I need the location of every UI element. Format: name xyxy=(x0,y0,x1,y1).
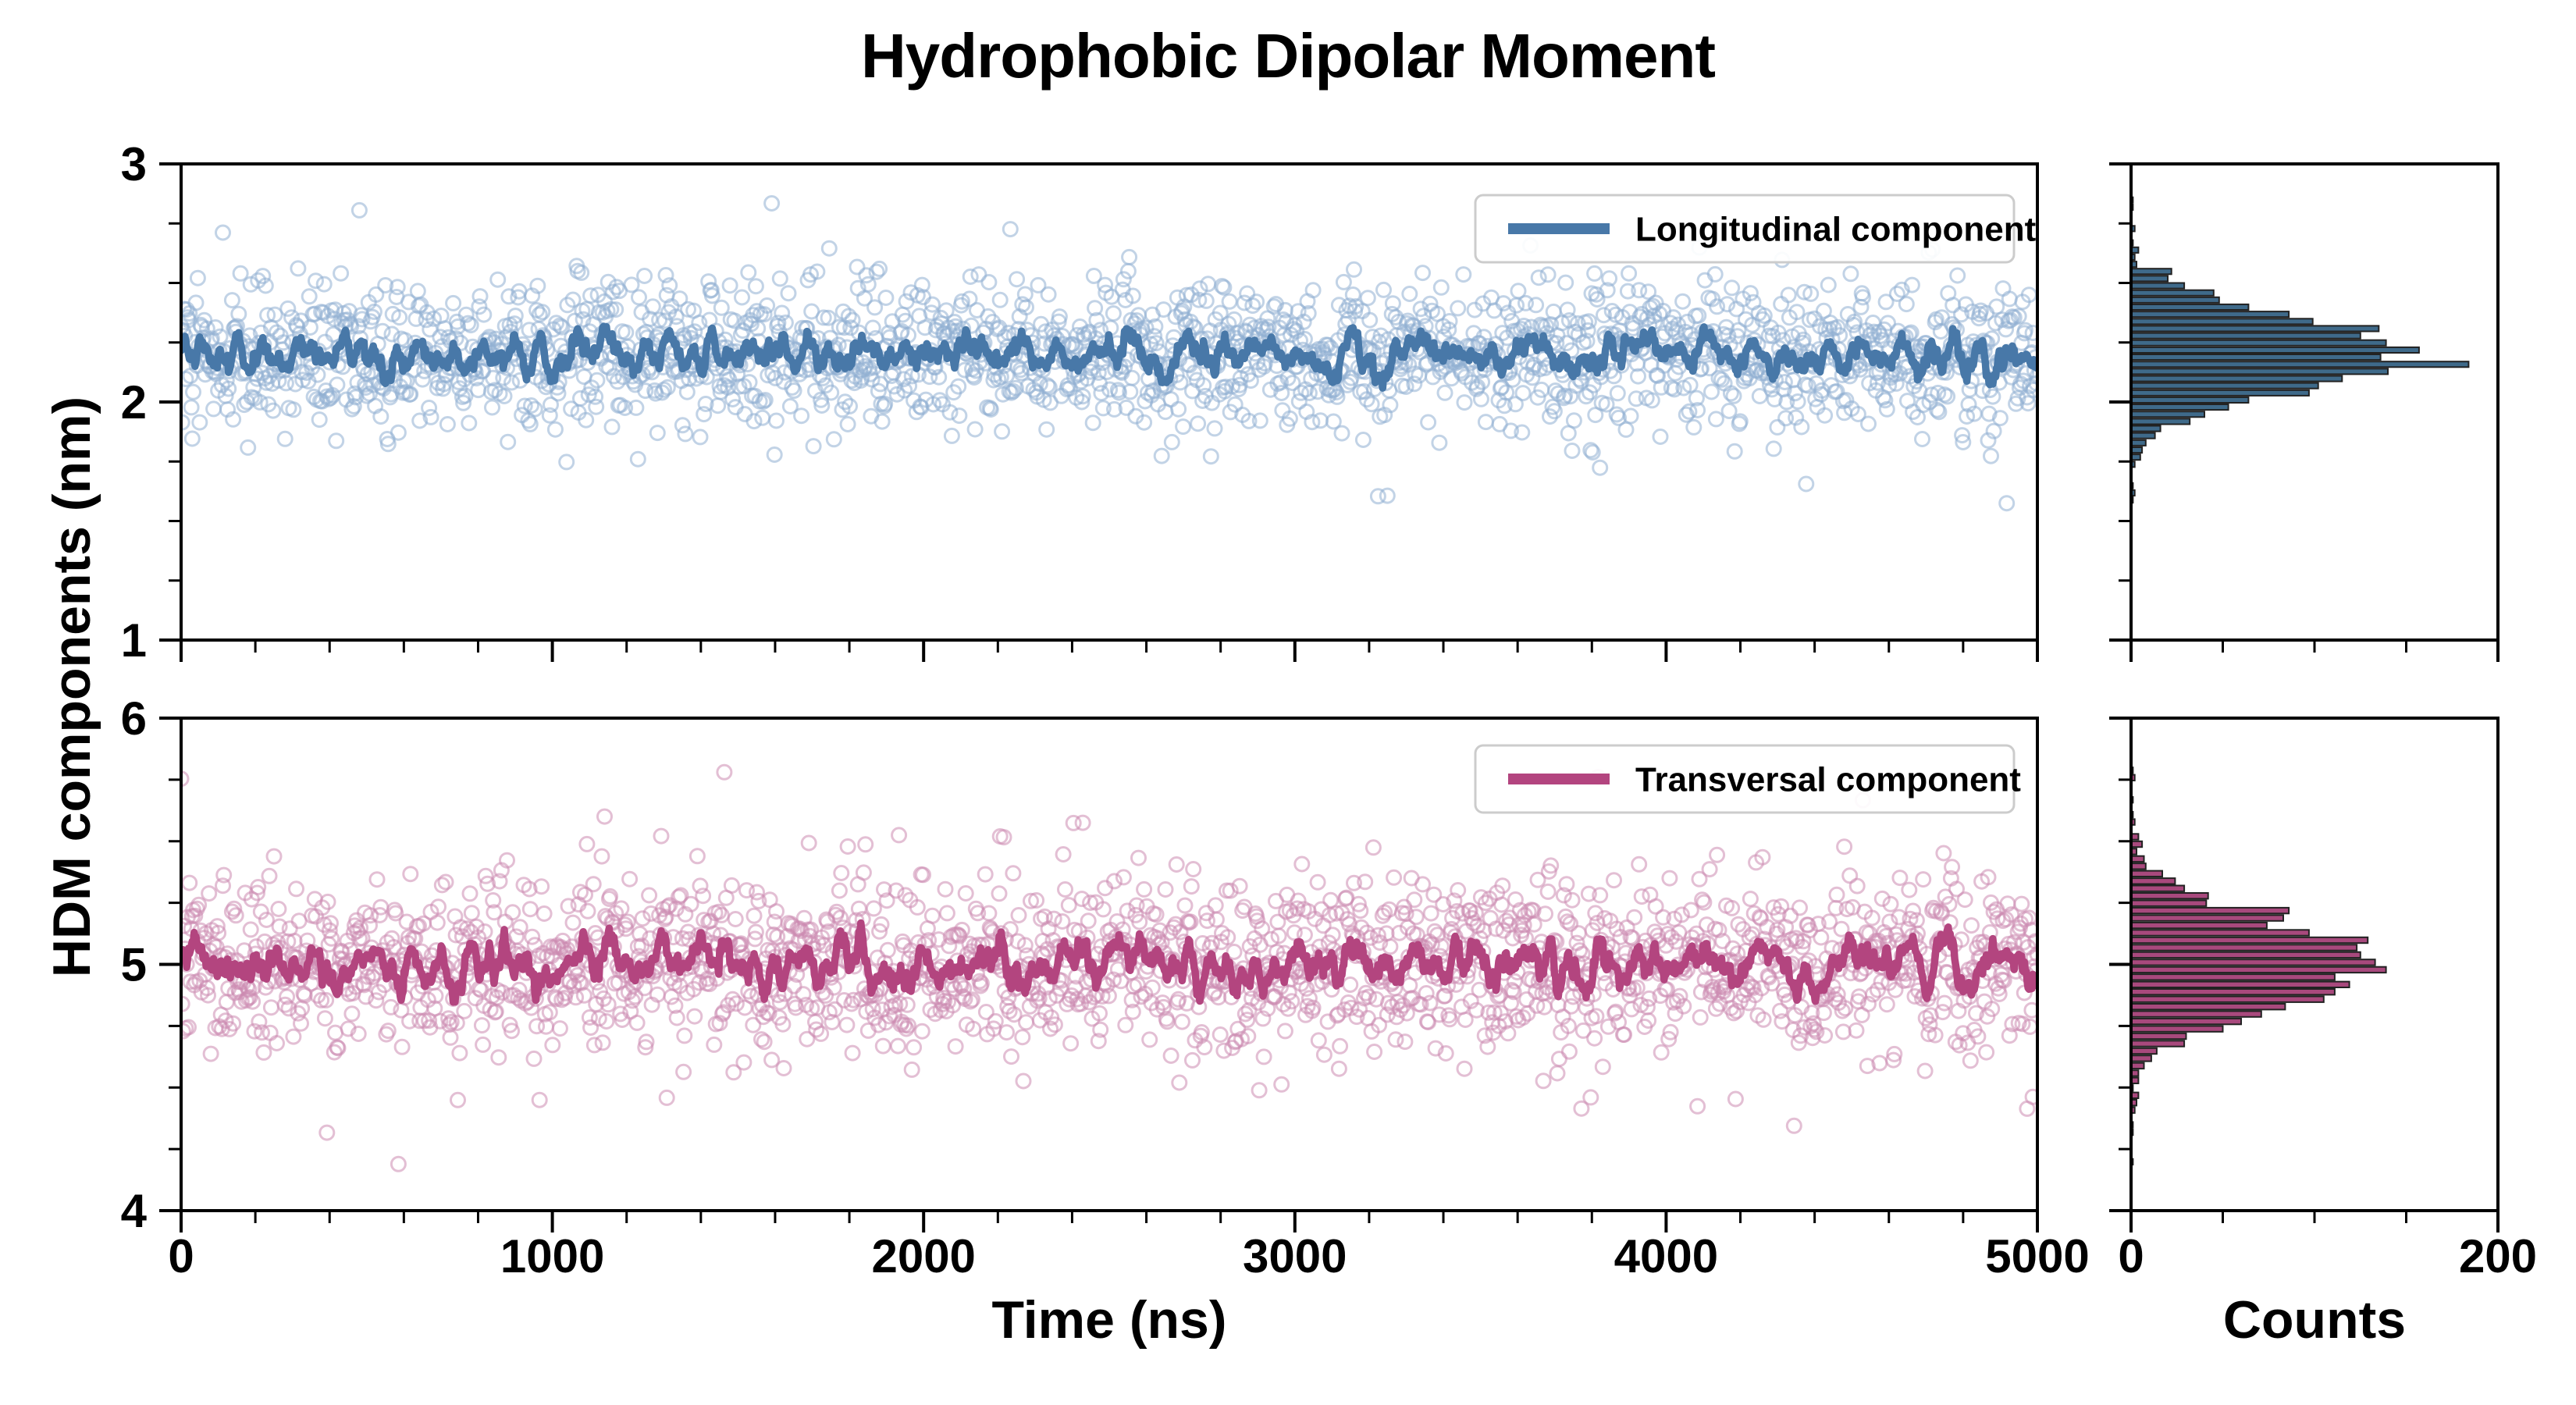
x-tick-label: 1000 xyxy=(500,1230,604,1282)
counts-tick-label: 0 xyxy=(2118,1230,2144,1282)
y-tick-label: 6 xyxy=(121,692,147,745)
longitudinal-histogram xyxy=(2131,196,2470,504)
legend-label: Transversal component xyxy=(1635,760,2021,799)
x-axis-label: Time (ns) xyxy=(991,1290,1227,1350)
legend-transversal: Transversal component xyxy=(1474,744,2021,814)
x-tick-label: 4000 xyxy=(1614,1230,1718,1282)
y-tick-label: 4 xyxy=(121,1185,148,1237)
transversal-scatter xyxy=(181,763,2037,1172)
transversal-histogram xyxy=(2131,767,2387,1166)
legend-label: Longitudinal component xyxy=(1635,210,2037,248)
counts-axis-label: Counts xyxy=(2222,1290,2407,1350)
x-tick-label: 5000 xyxy=(1985,1230,2089,1282)
transversal-mean-line xyxy=(181,919,2037,1006)
x-tick-label: 3000 xyxy=(1243,1230,1347,1282)
y-tick-label: 3 xyxy=(121,138,147,190)
y-tick-label: 1 xyxy=(121,614,147,667)
top-panel-ticks: 1 2 3 xyxy=(121,138,2500,667)
y-tick-label: 5 xyxy=(121,939,147,991)
chart-title: Hydrophobic Dipolar Moment xyxy=(861,21,1716,91)
longitudinal-mean-line xyxy=(181,322,2037,392)
x-tick-label: 2000 xyxy=(871,1230,975,1282)
bottom-panel-ticks: 4 5 6 0 1000 2000 3000 4000 5000 0 200 xyxy=(121,692,2537,1282)
x-tick-label: 0 xyxy=(168,1230,194,1282)
legend-longitudinal: Longitudinal component xyxy=(1474,194,2037,264)
y-tick-label: 2 xyxy=(121,376,147,429)
counts-tick-label: 200 xyxy=(2459,1230,2537,1282)
